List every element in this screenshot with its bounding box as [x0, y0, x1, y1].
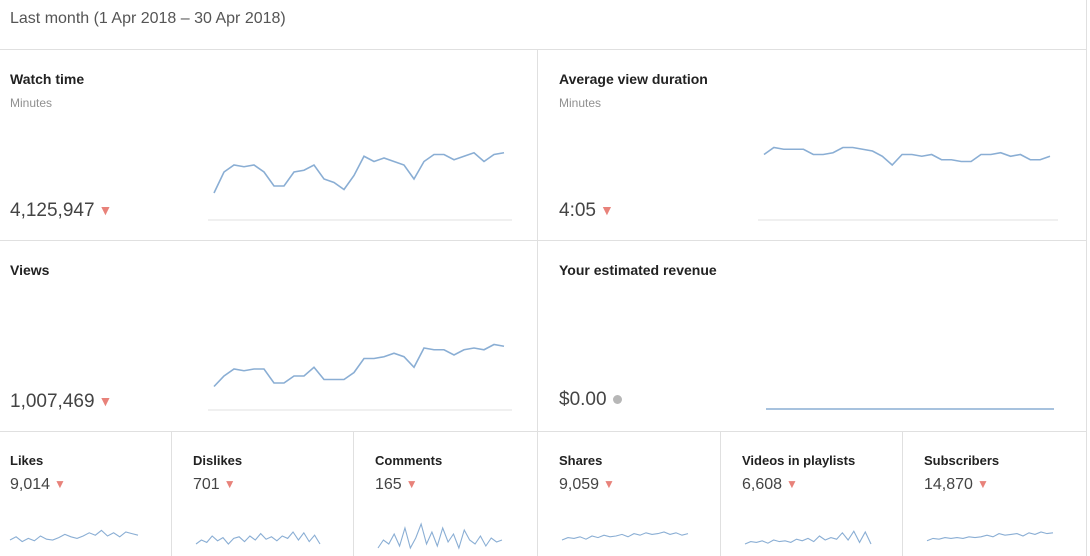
sparkline-series	[213, 151, 505, 194]
trend-down-icon: ▼	[786, 477, 798, 491]
page-edge	[1087, 0, 1090, 556]
likes-sparkline	[9, 529, 139, 543]
card-subtitle: Minutes	[559, 96, 602, 110]
likes-card[interactable]: Likes 9,014 ▼	[0, 432, 172, 556]
dislikes-card[interactable]: Dislikes 701 ▼	[172, 432, 354, 556]
card-value: 6,608 ▼	[742, 476, 798, 494]
card-title: Likes	[10, 453, 44, 468]
card-title: Shares	[559, 453, 603, 468]
sparkline-series	[744, 530, 872, 545]
trend-down-icon: ▼	[98, 393, 113, 409]
card-title: Average view duration	[559, 71, 708, 87]
trend-down-icon: ▼	[603, 477, 615, 491]
watch-time-sparkline	[208, 151, 512, 221]
card-title: Watch time	[10, 71, 85, 87]
value-text: 4:05	[559, 200, 596, 221]
videos-in-playlists-card[interactable]: Videos in playlists 6,608 ▼	[721, 432, 903, 556]
sparkline-series	[763, 146, 1051, 167]
estimated-revenue-card[interactable]: Your estimated revenue $0.00	[538, 241, 1087, 432]
card-title: Comments	[375, 453, 443, 468]
trend-down-icon: ▼	[98, 202, 113, 218]
sparkline-series	[9, 529, 139, 543]
card-title: Dislikes	[193, 453, 243, 468]
value-text: 6,608	[742, 476, 783, 493]
shares-card[interactable]: Shares 9,059 ▼	[538, 432, 721, 556]
sparkline-series	[926, 531, 1054, 542]
card-title: Your estimated revenue	[559, 262, 717, 278]
value-text: 701	[193, 476, 220, 493]
value-text: 14,870	[924, 476, 973, 493]
value-text: $0.00	[559, 389, 607, 410]
card-title: Views	[10, 262, 50, 278]
average-view-duration-sparkline	[758, 146, 1058, 221]
card-value: 701 ▼	[193, 476, 236, 494]
watch-time-card[interactable]: Watch time Minutes 4,125,947 ▼	[0, 50, 538, 241]
period-label: Last month (1 Apr 2018 – 30 Apr 2018)	[10, 10, 286, 27]
estimated-revenue-sparkline	[766, 408, 1054, 410]
trend-down-icon: ▼	[599, 202, 614, 218]
card-value: 4:05 ▼	[559, 200, 614, 222]
average-view-duration-card[interactable]: Average view duration Minutes 4:05 ▼	[538, 50, 1087, 241]
trend-down-icon: ▼	[976, 477, 989, 491]
comments-card[interactable]: Comments 165 ▼	[354, 432, 538, 556]
value-text: 4,125,947	[10, 200, 95, 221]
card-value: 9,059 ▼	[559, 476, 615, 494]
dislikes-sparkline	[195, 531, 321, 545]
value-text: 9,014	[10, 476, 51, 493]
comments-sparkline	[377, 522, 503, 550]
value-text: 9,059	[559, 476, 600, 493]
card-title: Videos in playlists	[742, 453, 856, 468]
card-value: 1,007,469 ▼	[10, 391, 112, 413]
card-value: $0.00	[559, 389, 622, 411]
trend-down-icon: ▼	[223, 477, 236, 491]
views-sparkline	[208, 343, 512, 411]
shares-sparkline	[561, 531, 689, 541]
videos-in-playlists-sparkline	[744, 530, 872, 545]
views-card[interactable]: Views 1,007,469 ▼	[0, 241, 538, 432]
card-value: 165 ▼	[375, 476, 418, 494]
trend-down-icon: ▼	[405, 477, 418, 491]
sparkline-series	[377, 522, 503, 550]
card-value: 4,125,947 ▼	[10, 200, 112, 222]
sparkline-series	[213, 343, 505, 388]
card-value: 9,014 ▼	[10, 476, 66, 494]
card-title: Subscribers	[924, 453, 1000, 468]
value-text: 165	[375, 476, 402, 493]
value-text: 1,007,469	[10, 391, 95, 412]
subscribers-sparkline	[926, 531, 1054, 542]
sparkline-series	[195, 531, 321, 545]
card-value: 14,870 ▼	[924, 476, 989, 494]
subscribers-card[interactable]: Subscribers 14,870 ▼	[903, 432, 1087, 556]
card-subtitle: Minutes	[10, 96, 53, 110]
sparkline-series	[561, 531, 689, 541]
trend-down-icon: ▼	[54, 477, 66, 491]
period-header: Last month (1 Apr 2018 – 30 Apr 2018)	[0, 0, 1087, 50]
neutral-dot-icon	[612, 395, 622, 404]
